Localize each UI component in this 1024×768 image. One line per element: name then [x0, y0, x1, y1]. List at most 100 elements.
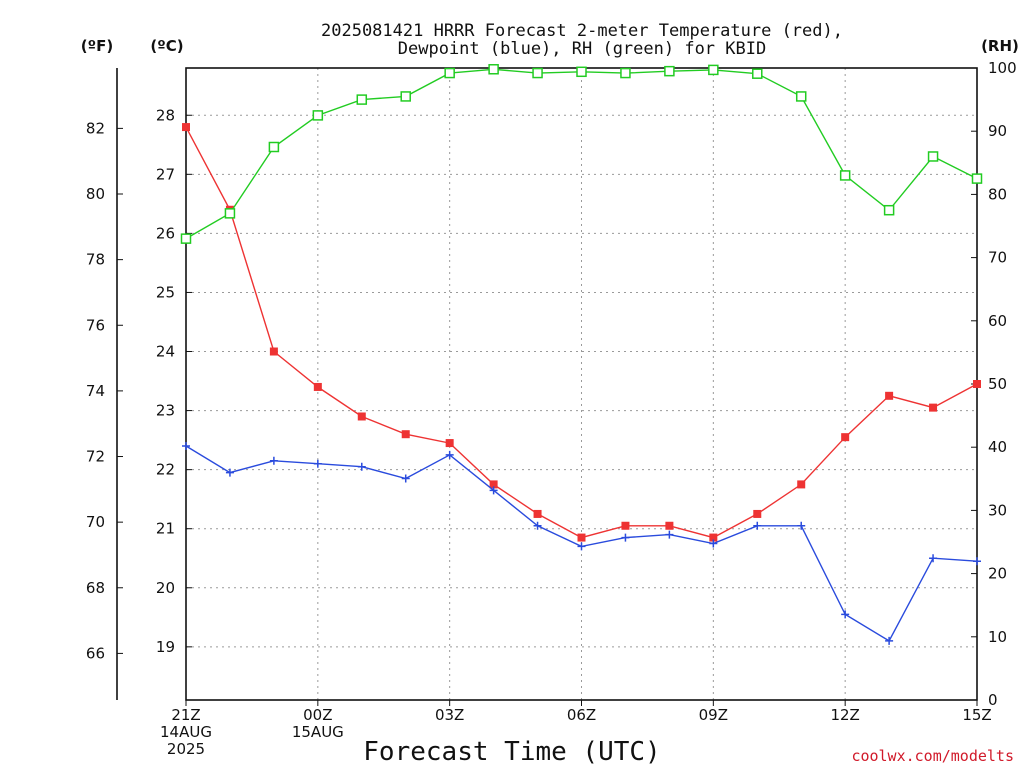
rh-point	[356, 94, 368, 105]
rh-point	[839, 170, 851, 181]
chart-title-line2: Dewpoint (blue), RH (green) for KBID	[398, 39, 766, 59]
rh-point	[312, 110, 324, 121]
celsius-tick-label: 23	[156, 402, 175, 420]
rh-tick-label: 60	[988, 312, 1007, 330]
dewpoint-point	[665, 530, 674, 539]
temperature-point	[753, 509, 762, 518]
dewpoint-point	[973, 557, 981, 566]
x-tick-label: 15Z	[962, 706, 991, 724]
dewpoint-point	[797, 521, 806, 530]
fahrenheit-tick-label: 78	[86, 251, 105, 269]
fahrenheit-tick-label: 70	[86, 513, 105, 531]
x-tick-label: 14AUG	[160, 723, 212, 741]
celsius-tick-label: 19	[156, 638, 175, 656]
chart-title-line1: 2025081421 HRRR Forecast 2-meter Tempera…	[321, 21, 843, 41]
fahrenheit-tick-label: 82	[86, 119, 105, 137]
fahrenheit-unit-label: (ºF)	[81, 37, 113, 55]
temperature-point	[182, 123, 190, 132]
rh-tick-label: 90	[988, 122, 1007, 140]
temperature-point	[445, 439, 454, 448]
rh-point	[708, 64, 719, 76]
celsius-tick-label: 26	[156, 224, 175, 242]
temperature-point	[973, 380, 981, 388]
axes	[116, 67, 978, 701]
dewpoint-point	[929, 554, 938, 563]
fahrenheit-tick-label: 74	[86, 382, 105, 400]
celsius-tick-label: 22	[156, 461, 175, 479]
temperature-point	[401, 430, 410, 439]
x-axis-label: Forecast Time (UTC)	[363, 737, 660, 767]
rh-point	[752, 68, 763, 79]
rh-tick-label: 50	[988, 375, 1007, 393]
dewpoint-point	[709, 539, 718, 548]
rh-point	[576, 66, 587, 78]
plot-frame	[185, 67, 978, 701]
temperature-point	[841, 433, 850, 442]
dewpoint-point	[269, 456, 278, 465]
temperature-point	[797, 480, 806, 489]
rh-point	[532, 67, 543, 79]
temperature-point	[269, 347, 278, 356]
dewpoint-point	[225, 468, 234, 477]
data-series	[180, 64, 983, 645]
temperature-point	[665, 521, 674, 530]
temperature-point	[533, 509, 542, 518]
temperature-point	[577, 533, 586, 542]
celsius-tick-label: 20	[156, 579, 175, 597]
credit-link[interactable]: coolwx.com/modelts	[851, 747, 1014, 765]
rh-point	[268, 141, 280, 153]
temperature-point	[489, 480, 498, 489]
dewpoint-point	[577, 542, 586, 551]
rh-point	[488, 64, 499, 75]
dewpoint-point	[753, 521, 762, 530]
grid-lines	[186, 68, 977, 700]
celsius-tick-label: 27	[156, 165, 175, 183]
dewpoint-point	[841, 610, 850, 619]
dewpoint-point	[489, 486, 498, 495]
celsius-tick-label: 28	[156, 106, 175, 124]
rh-tick-label: 40	[988, 438, 1007, 456]
temperature-point	[709, 533, 718, 542]
rh-tick-label: 70	[988, 249, 1007, 267]
temperature-point	[621, 521, 630, 530]
rh-point	[664, 65, 675, 77]
x-tick-label: 21Z	[171, 706, 200, 724]
rh-point	[224, 208, 236, 219]
temperature-point	[929, 403, 938, 412]
temperature-point	[313, 382, 322, 391]
rh-point	[400, 91, 411, 102]
celsius-tick-label: 21	[156, 520, 175, 538]
rh-tick-label: 10	[988, 628, 1007, 646]
dewpoint-point	[445, 450, 454, 459]
rh-point	[795, 91, 807, 102]
fahrenheit-tick-label: 80	[86, 185, 105, 203]
fahrenheit-tick-label: 72	[86, 448, 105, 466]
dewpoint-point	[357, 462, 366, 471]
rh-tick-label: 0	[988, 691, 998, 709]
rh-point	[180, 233, 192, 244]
rh-tick-label: 30	[988, 501, 1007, 519]
x-tick-label: 2025	[167, 740, 205, 758]
rh-point	[971, 173, 983, 184]
dewpoint-point	[533, 521, 542, 530]
celsius-tick-label: 25	[156, 283, 175, 301]
rh-point	[883, 204, 895, 216]
rh-tick-label: 100	[988, 59, 1017, 77]
dewpoint-point	[885, 636, 894, 645]
temperature-point	[357, 412, 366, 421]
dewpoint-point	[182, 442, 190, 451]
fahrenheit-tick-label: 76	[86, 316, 105, 334]
rh-tick-label: 20	[988, 565, 1007, 583]
dewpoint-point	[401, 474, 410, 483]
fahrenheit-tick-label: 68	[86, 579, 105, 597]
x-tick-label: 06Z	[567, 706, 596, 724]
rh-point	[927, 151, 939, 162]
dewpoint-point	[621, 533, 630, 542]
x-tick-label: 09Z	[699, 706, 728, 724]
rh-unit-label: (RH)	[981, 37, 1019, 55]
fahrenheit-tick-label: 66	[86, 644, 105, 662]
x-tick-label: 12Z	[830, 706, 859, 724]
temperature-point	[885, 391, 894, 400]
dewpoint-point	[313, 459, 322, 468]
